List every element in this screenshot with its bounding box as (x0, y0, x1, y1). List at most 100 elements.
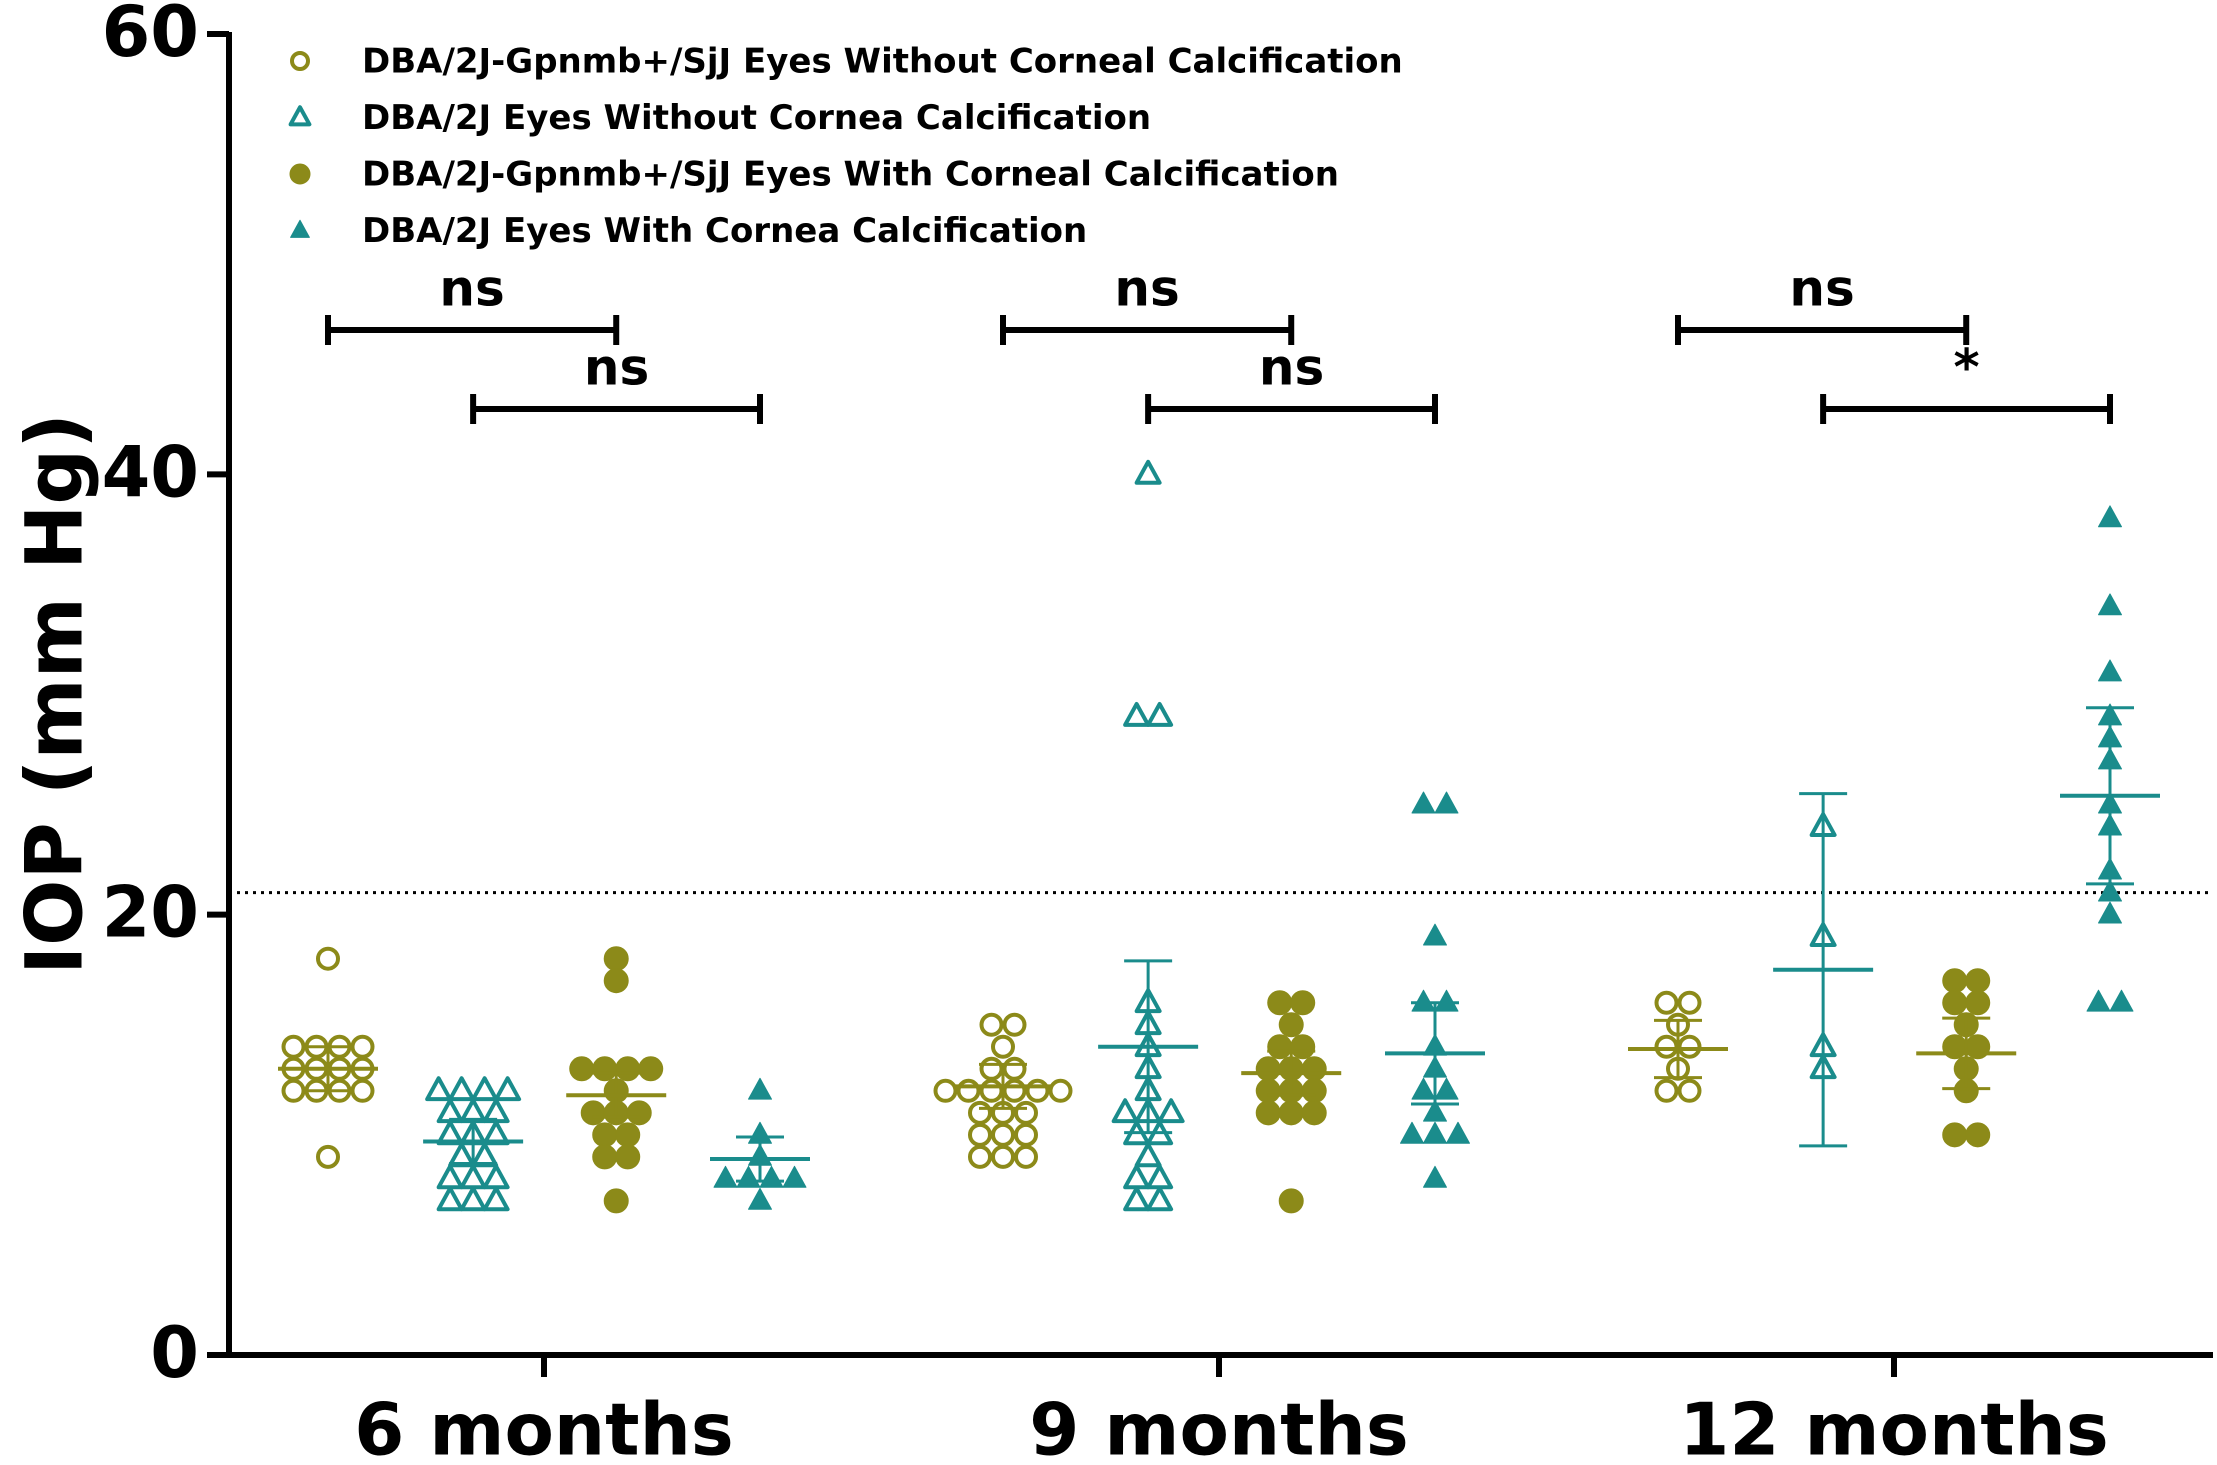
significance-bracket (1000, 315, 1295, 345)
legend-label: DBA/2J Eyes Without Cornea Calcification (362, 98, 1151, 138)
data-point (1146, 1186, 1174, 1212)
data-point (482, 1186, 510, 1212)
significance-bracket (470, 394, 763, 424)
data-point (1654, 990, 1679, 1015)
data-point (1278, 1100, 1304, 1126)
data-point (1400, 1121, 1424, 1144)
data-point (759, 1165, 784, 1188)
data-point (1423, 1165, 1447, 1188)
significance-label: ns (1114, 260, 1179, 318)
data-point (471, 1142, 499, 1168)
data-point (1048, 1078, 1073, 1103)
data-point (482, 1164, 510, 1190)
data-point (1411, 1077, 1436, 1100)
data-point (1965, 1122, 1991, 1148)
data-point (615, 1056, 641, 1082)
data-point (1423, 923, 1447, 946)
data-point (713, 1165, 738, 1188)
y-axis-title: IOP (mm Hg) (10, 413, 100, 975)
data-point (991, 1144, 1015, 1169)
data-point (1434, 989, 1459, 1012)
significance-bracket (325, 315, 620, 345)
data-point (2109, 989, 2134, 1012)
data-point (316, 1144, 340, 1169)
legend-marker (290, 219, 310, 238)
legend-marker (289, 163, 311, 185)
data-point (1014, 1100, 1038, 1125)
data-point (1677, 1078, 1702, 1103)
data-point (448, 1076, 476, 1102)
data-point (1942, 1122, 1968, 1148)
data-point (968, 1122, 992, 1147)
data-point (979, 1078, 1004, 1103)
data-point (494, 1076, 522, 1102)
data-point (1134, 459, 1162, 485)
data-point (592, 1122, 618, 1148)
data-point (1134, 1142, 1162, 1168)
data-point (1255, 1056, 1281, 1082)
data-point (1255, 1100, 1281, 1126)
data-point (1255, 1078, 1281, 1104)
data-point (1123, 1164, 1151, 1190)
x-tick-label: 12 months (1679, 1388, 2109, 1465)
data-point (459, 1186, 487, 1212)
data-point (991, 1034, 1015, 1059)
data-point (1014, 1122, 1038, 1147)
data-point (968, 1144, 992, 1169)
data-point (979, 1012, 1004, 1037)
y-tick-label: 20 (102, 872, 199, 954)
data-point (2098, 505, 2122, 528)
data-point (1423, 1121, 1447, 1144)
data-point (1301, 1078, 1327, 1104)
data-point (1434, 791, 1459, 814)
y-tick-label: 40 (102, 431, 199, 513)
legend-marker (290, 51, 310, 71)
legend-marker (288, 105, 312, 127)
significance-label: ns (439, 260, 504, 318)
significance-bracket (1675, 315, 1970, 345)
data-point (638, 1056, 664, 1082)
x-tick-label: 6 months (354, 1388, 733, 1465)
data-point (1942, 990, 1968, 1016)
significance-label: ns (1789, 260, 1854, 318)
legend-label: DBA/2J-Gpnmb+/SjJ Eyes With Corneal Calc… (362, 155, 1339, 195)
data-point (1301, 1100, 1327, 1126)
data-point (580, 1100, 606, 1126)
data-point (748, 1187, 772, 1210)
data-point (626, 1100, 652, 1126)
data-point (1025, 1078, 1050, 1103)
data-point (569, 1056, 595, 1082)
data-point (1290, 990, 1316, 1016)
data-point (748, 1077, 772, 1100)
data-point (956, 1078, 981, 1103)
y-tick-label: 0 (150, 1312, 199, 1394)
data-point (1278, 1188, 1304, 1214)
data-point (1677, 990, 1702, 1015)
data-point (1111, 1098, 1139, 1124)
data-point (1411, 989, 1436, 1012)
data-point (350, 1078, 375, 1103)
significance-bracket (1145, 394, 1438, 424)
data-point (1434, 1077, 1459, 1100)
data-point (459, 1164, 487, 1190)
data-point (1014, 1144, 1038, 1169)
data-point (1146, 701, 1174, 727)
data-point (1942, 968, 1968, 994)
data-point (615, 1144, 641, 1170)
significance-label: * (1953, 339, 1979, 397)
data-point (1267, 990, 1293, 1016)
data-point (1411, 791, 1436, 814)
data-point (933, 1078, 958, 1103)
data-point (592, 1056, 618, 1082)
data-point (1677, 1034, 1702, 1059)
data-point (1278, 1012, 1304, 1038)
data-point (1290, 1034, 1316, 1060)
data-point (425, 1076, 453, 1102)
data-point (1146, 1164, 1174, 1190)
data-point (1423, 1099, 1447, 1122)
data-point (350, 1034, 375, 1059)
legend-label: DBA/2J-Gpnmb+/SjJ Eyes Without Corneal C… (362, 42, 1403, 82)
data-point (1123, 701, 1151, 727)
data-point (1301, 1056, 1327, 1082)
